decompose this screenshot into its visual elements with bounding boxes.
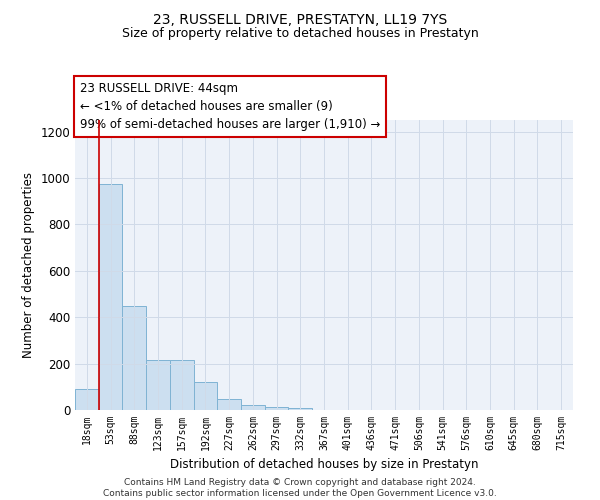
Bar xyxy=(241,406,265,410)
Bar xyxy=(217,399,241,410)
Text: Size of property relative to detached houses in Prestatyn: Size of property relative to detached ho… xyxy=(122,28,478,40)
Bar xyxy=(99,184,122,410)
Bar xyxy=(194,382,217,410)
Bar xyxy=(289,408,312,410)
Text: Contains HM Land Registry data © Crown copyright and database right 2024.
Contai: Contains HM Land Registry data © Crown c… xyxy=(103,478,497,498)
Bar xyxy=(146,360,170,410)
Text: 23 RUSSELL DRIVE: 44sqm
← <1% of detached houses are smaller (9)
99% of semi-det: 23 RUSSELL DRIVE: 44sqm ← <1% of detache… xyxy=(80,82,380,132)
Y-axis label: Number of detached properties: Number of detached properties xyxy=(22,172,35,358)
Bar xyxy=(122,306,146,410)
Bar xyxy=(265,407,289,410)
X-axis label: Distribution of detached houses by size in Prestatyn: Distribution of detached houses by size … xyxy=(170,458,478,471)
Text: 23, RUSSELL DRIVE, PRESTATYN, LL19 7YS: 23, RUSSELL DRIVE, PRESTATYN, LL19 7YS xyxy=(153,12,447,26)
Bar xyxy=(170,360,194,410)
Bar xyxy=(75,389,99,410)
